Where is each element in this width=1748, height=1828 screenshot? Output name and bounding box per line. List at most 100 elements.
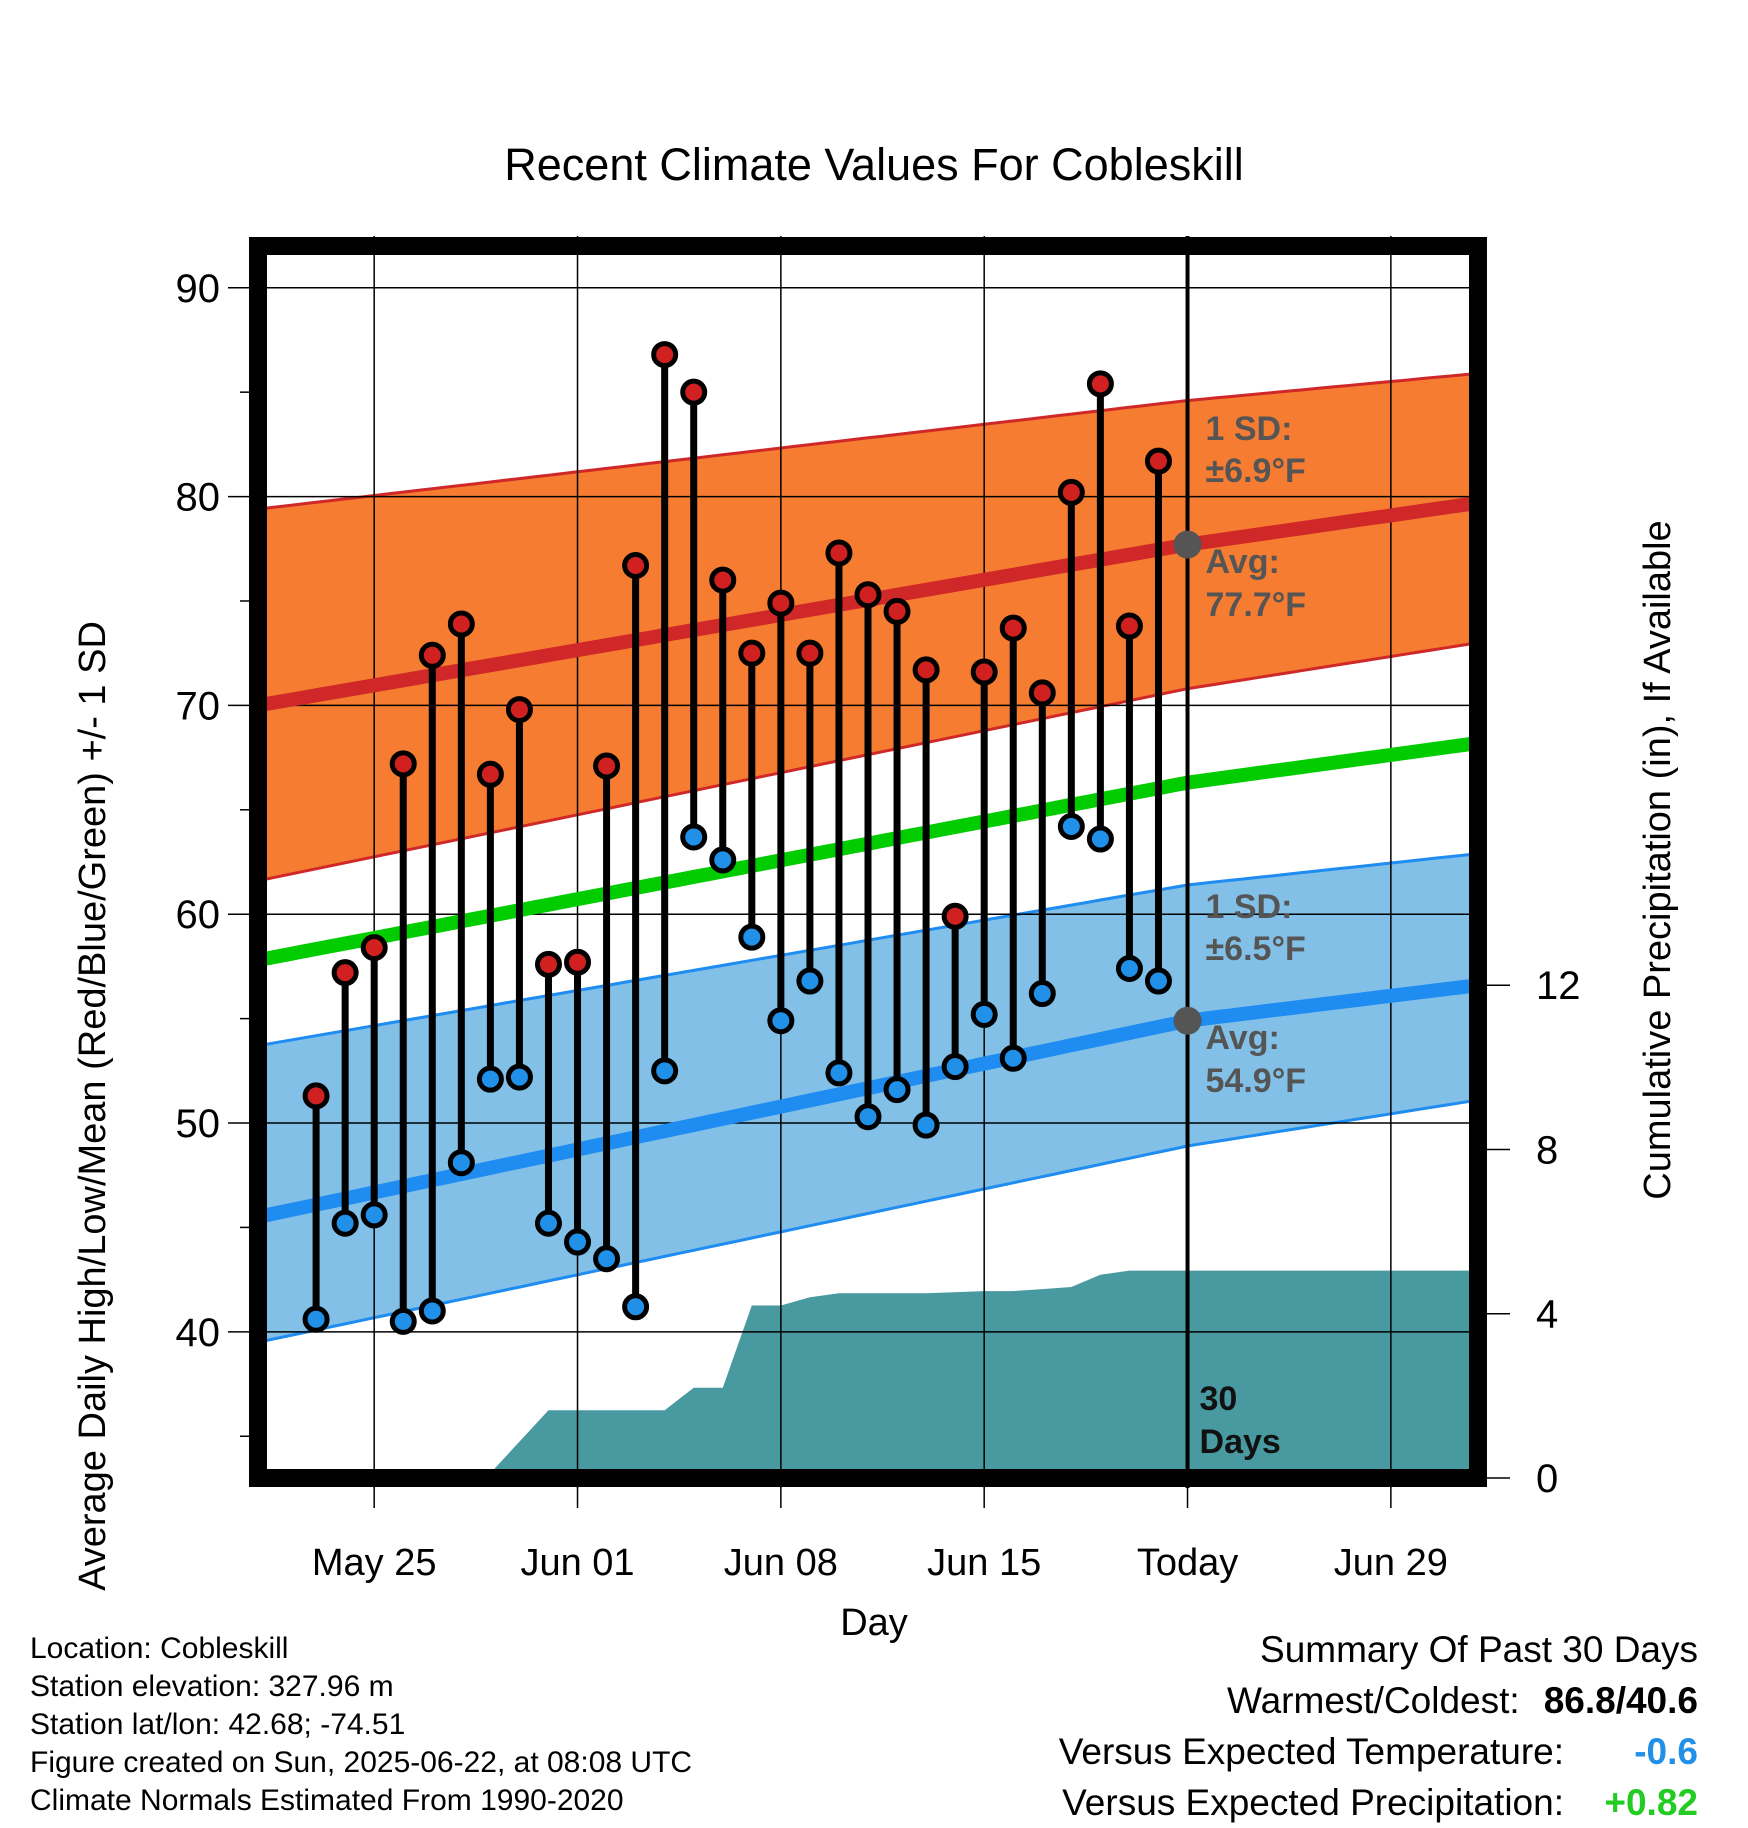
precip-label: Versus Expected Precipitation: <box>1062 1782 1564 1823</box>
temp-label: Versus Expected Temperature: <box>1058 1731 1564 1772</box>
daily-low-point <box>941 1053 969 1081</box>
y-tick-label: 70 <box>176 684 221 728</box>
daily-low-point <box>796 967 824 995</box>
normals-text: Climate Normals Estimated From 1990-2020 <box>30 1784 624 1817</box>
daily-high-point <box>360 934 388 962</box>
high-sd-value: ±6.9°F <box>1206 452 1306 490</box>
daily-high-point <box>1115 612 1143 640</box>
y-right-tick-label: 8 <box>1536 1128 1558 1172</box>
daily-high-point <box>651 341 679 369</box>
daily-high-point <box>825 539 853 567</box>
x-tick-label: May 25 <box>312 1542 437 1584</box>
x-tick-label: Jun 15 <box>927 1542 1041 1584</box>
daily-high-point <box>302 1082 330 1110</box>
daily-high-point <box>1144 447 1172 475</box>
daily-low-point <box>883 1076 911 1104</box>
daily-high-point <box>709 566 737 594</box>
temp-anomaly-value: -0.6 <box>1634 1731 1698 1772</box>
daily-high-point <box>505 696 533 724</box>
y-axis-label-right: Cumulative Precipitation (in), If Availa… <box>1637 520 1679 1199</box>
daily-low-point <box>912 1111 940 1139</box>
summary-temp: Versus Expected Temperature: -0.6 <box>1059 1726 1698 1777</box>
y-tick-label: 80 <box>176 476 221 520</box>
daily-high-point <box>912 656 940 684</box>
daily-low-point <box>1028 980 1056 1008</box>
y-axis-label-left: Average Daily High/Low/Mean (Red/Blue/Gr… <box>72 621 114 1591</box>
daily-high-point <box>941 902 969 930</box>
daily-low-point <box>331 1209 359 1237</box>
daily-low-point <box>447 1149 475 1177</box>
high-upper-line <box>257 371 1479 511</box>
location-text: Location: Cobleskill <box>30 1632 289 1665</box>
daily-low-point <box>651 1057 679 1085</box>
daily-high-point <box>970 658 998 686</box>
y-tick-label: 60 <box>176 893 221 937</box>
plot-frame <box>249 237 1487 1487</box>
daily-low-point <box>854 1103 882 1131</box>
high-avg-label: Avg: <box>1206 543 1280 581</box>
daily-low-point <box>999 1044 1027 1072</box>
y-tick-label: 90 <box>176 267 221 311</box>
daily-high-point <box>680 378 708 406</box>
low-sd-value: ±6.5°F <box>1206 930 1306 968</box>
daily-low-point <box>1057 813 1085 841</box>
plot-area: 1 SD: ±6.9°F Avg: 77.7°F 1 SD: ±6.5°F Avg: 54.9… <box>176 236 1581 1584</box>
latlon-text: Station lat/lon: 42.68; -74.51 <box>30 1708 406 1741</box>
x-axis-label: Day <box>840 1602 908 1644</box>
precip-area <box>287 1270 1478 1478</box>
daily-low-point <box>1086 825 1114 853</box>
warm-cold-value: 86.8/40.6 <box>1543 1680 1698 1721</box>
daily-high-point <box>796 639 824 667</box>
low-lower-line <box>257 1098 1479 1344</box>
daily-low-point <box>389 1307 417 1335</box>
daily-low-point <box>302 1305 330 1333</box>
high-avg-value: 77.7°F <box>1206 586 1307 624</box>
low-avg-label: Avg: <box>1206 1019 1280 1057</box>
daily-high-point <box>447 610 475 638</box>
y-right-tick-label: 12 <box>1536 964 1581 1008</box>
daily-low-point <box>564 1228 592 1256</box>
daily-high-point <box>331 959 359 987</box>
daily-high-point <box>476 760 504 788</box>
days-label-text: Days <box>1200 1423 1281 1461</box>
daily-high-point <box>999 614 1027 642</box>
daily-high-point <box>1057 478 1085 506</box>
chart-title: Recent Climate Values For Cobleskill <box>504 139 1243 190</box>
created-text: Figure created on Sun, 2025-06-22, at 08… <box>30 1746 693 1779</box>
daily-high-point <box>389 750 417 778</box>
warm-cold-label: Warmest/Coldest: <box>1227 1680 1520 1721</box>
daily-low-point <box>476 1065 504 1093</box>
daily-high-point <box>738 639 766 667</box>
low-sd-label: 1 SD: <box>1206 888 1293 926</box>
summary-heading: Summary Of Past 30 Days <box>1260 1629 1698 1670</box>
daily-low-point <box>360 1201 388 1229</box>
daily-high-point <box>1028 679 1056 707</box>
daily-low-point <box>970 1000 998 1028</box>
daily-low-point <box>505 1063 533 1091</box>
daily-low-point <box>593 1245 621 1273</box>
daily-high-point <box>593 752 621 780</box>
daily-low-point <box>1115 954 1143 982</box>
today-low-avg-marker <box>1173 1006 1202 1035</box>
x-tick-label: Jun 01 <box>520 1542 634 1584</box>
daily-low-point <box>680 823 708 851</box>
daily-low-point <box>1144 967 1172 995</box>
daily-low-point <box>622 1293 650 1321</box>
high-sd-label: 1 SD: <box>1206 410 1293 448</box>
daily-low-point <box>738 923 766 951</box>
daily-high-point <box>883 597 911 625</box>
today-high-avg-marker <box>1173 530 1202 559</box>
low-avg-value: 54.9°F <box>1206 1062 1307 1100</box>
daily-low-point <box>418 1297 446 1325</box>
daily-high-point <box>854 581 882 609</box>
y-right-tick-label: 0 <box>1536 1457 1558 1501</box>
y-right-tick-label: 4 <box>1536 1293 1558 1337</box>
daily-low-point <box>709 846 737 874</box>
y-tick-label: 40 <box>176 1311 221 1355</box>
x-tick-label: Jun 08 <box>724 1542 838 1584</box>
elevation-text: Station elevation: 327.96 m <box>30 1670 394 1703</box>
daily-high-point <box>622 551 650 579</box>
days-label-number: 30 <box>1200 1380 1238 1418</box>
daily-low-point <box>825 1059 853 1087</box>
